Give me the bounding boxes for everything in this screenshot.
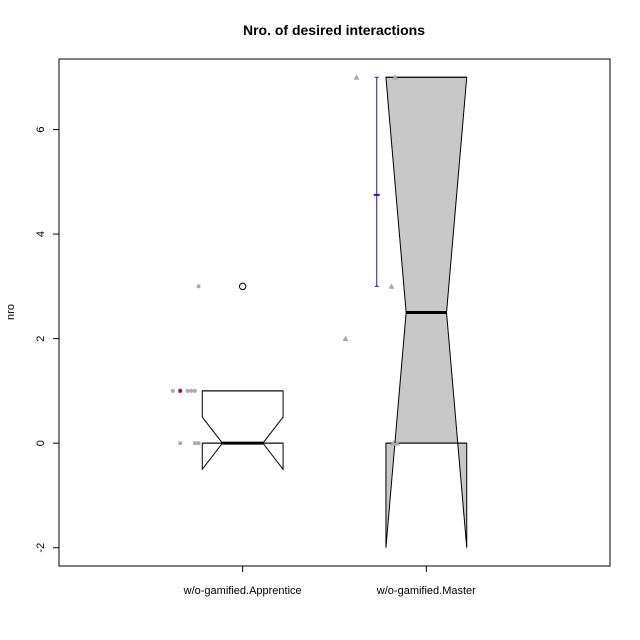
y-tick-label: 2 xyxy=(35,336,47,342)
outlier-point xyxy=(238,282,247,291)
box xyxy=(201,390,284,471)
data-point xyxy=(388,283,395,289)
x-tick-label: w/o-gamified.Master xyxy=(376,585,476,597)
mean-point xyxy=(178,388,183,393)
x-axis: w/o-gamified.Apprentice w/o-gamified.Mast… xyxy=(183,566,476,597)
x-tick-label: w/o-gamified.Apprentice xyxy=(183,585,302,597)
y-tick-label: -2 xyxy=(35,543,47,553)
data-point xyxy=(392,74,399,80)
data-point xyxy=(170,388,175,393)
data-point xyxy=(353,74,360,80)
y-tick-label: 4 xyxy=(35,231,47,237)
data-point xyxy=(192,388,197,393)
y-tick-label: 6 xyxy=(35,126,47,132)
data-point xyxy=(393,440,400,446)
y-axis-label: nro xyxy=(5,304,17,320)
data-point xyxy=(189,388,194,393)
data-point xyxy=(185,388,190,393)
y-axis: -2 0 2 4 6 xyxy=(35,126,59,553)
data-point xyxy=(196,284,201,289)
y-tick-label: 0 xyxy=(35,440,47,446)
chart-title: Nro. of desired interactions xyxy=(243,22,425,38)
plot-marks xyxy=(170,74,468,548)
data-point xyxy=(192,441,197,446)
data-point xyxy=(342,335,349,342)
data-point xyxy=(196,441,201,446)
data-point xyxy=(178,441,183,446)
plot-frame xyxy=(58,58,611,567)
